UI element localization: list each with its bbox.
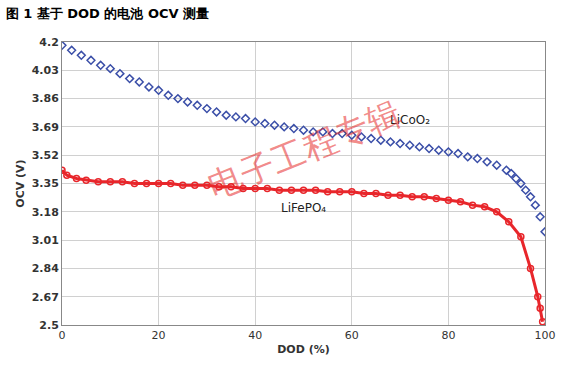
svg-text:100: 100 — [535, 329, 556, 342]
svg-text:0: 0 — [59, 329, 66, 342]
svg-text:2.67: 2.67 — [32, 291, 59, 304]
svg-text:DOD (%): DOD (%) — [277, 343, 330, 356]
svg-text:40: 40 — [248, 329, 262, 342]
svg-text:LiCoO₂: LiCoO₂ — [390, 113, 430, 127]
svg-text:60: 60 — [345, 329, 359, 342]
svg-text:2.84: 2.84 — [32, 262, 59, 275]
svg-text:图 1 基于 DOD 的电池 OCV 测量: 图 1 基于 DOD 的电池 OCV 测量 — [6, 6, 210, 21]
svg-text:4.2: 4.2 — [39, 36, 59, 49]
svg-text:电子工程专辑: 电子工程专辑 — [202, 93, 406, 207]
svg-text:3.52: 3.52 — [32, 149, 59, 162]
svg-text:4.03: 4.03 — [32, 64, 59, 77]
svg-text:3.01: 3.01 — [32, 234, 59, 247]
svg-text:20: 20 — [152, 329, 166, 342]
svg-text:LiFePO₄: LiFePO₄ — [281, 201, 326, 215]
svg-text:80: 80 — [441, 329, 455, 342]
svg-text:2.5: 2.5 — [39, 319, 59, 332]
svg-text:OCV (V): OCV (V) — [14, 159, 27, 207]
svg-text:3.35: 3.35 — [32, 177, 59, 190]
svg-text:3.69: 3.69 — [32, 121, 59, 134]
svg-text:3.18: 3.18 — [32, 206, 59, 219]
svg-text:3.86: 3.86 — [32, 92, 59, 105]
